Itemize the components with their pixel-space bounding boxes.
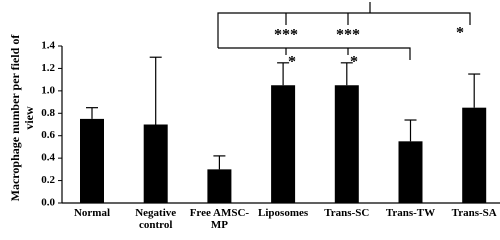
y-axis-title: Macrophage number per field of view	[8, 34, 36, 202]
bar	[80, 118, 104, 203]
y-tick-label: 1.2	[41, 62, 55, 74]
x-tick-label: Normal	[73, 207, 111, 219]
x-tick-label: Trans-TW	[385, 207, 436, 219]
bar	[334, 85, 359, 203]
bar	[271, 85, 296, 203]
bar	[462, 107, 487, 203]
y-tick-label: 1.0	[41, 84, 55, 96]
error-bar	[213, 155, 226, 170]
bar	[398, 141, 423, 203]
x-tick-label: Trans-SA	[451, 207, 497, 219]
bar	[143, 124, 168, 203]
chart: 0.0 0.2 0.4 0.6 0.8 1.0 1.2 1.4 *** *** * * * Macrop…	[8, 2, 500, 231]
significance-brackets	[217, 2, 471, 60]
y-tick-label: 1.4	[41, 40, 55, 52]
error-bar	[277, 62, 290, 86]
significance-label: *	[456, 25, 464, 42]
x-tick-label: Liposomes	[258, 207, 309, 219]
significance-label: *	[350, 54, 358, 71]
y-tick-label: 0.2	[41, 174, 55, 186]
error-bar	[404, 119, 417, 142]
error-bar	[340, 62, 353, 86]
y-tick-label: 0.4	[41, 152, 55, 164]
y-tick-label: 0.6	[41, 129, 55, 141]
plot: 0.00.20.40.60.81.01.21.4*** *** ** *	[41, 2, 500, 209]
x-tick-label: Trans-SC	[324, 207, 370, 219]
significance-label: *	[288, 54, 296, 71]
significance-label: ***	[336, 27, 360, 44]
significance-label: ***	[274, 27, 298, 44]
x-tick-label: Negative control	[135, 207, 177, 231]
error-bar	[149, 56, 162, 125]
bar	[207, 169, 232, 203]
y-tick-label: 0.8	[41, 107, 55, 119]
y-tick-label: 0.0	[41, 197, 55, 209]
x-tick-label: Free AMSC-MP	[189, 207, 250, 231]
error-bar	[86, 107, 98, 119]
error-bar	[468, 73, 481, 108]
